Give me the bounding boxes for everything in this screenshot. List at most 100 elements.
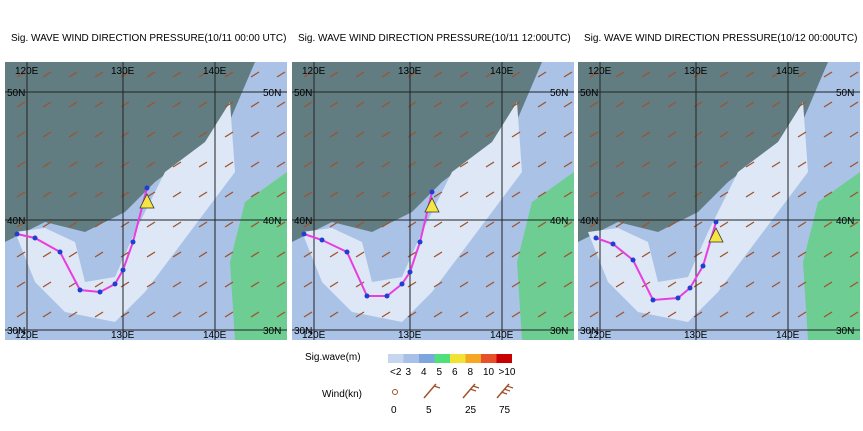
wind-barb <box>172 251 182 258</box>
wind-barb <box>641 191 651 198</box>
wind-barb <box>745 221 755 228</box>
legend-label: 25 <box>465 405 477 416</box>
wind-barb <box>485 101 495 108</box>
wind-barb <box>146 221 156 228</box>
wind-barb <box>381 281 391 288</box>
waypoint <box>700 263 706 269</box>
wind-barb <box>329 221 339 228</box>
wind-barb <box>641 311 651 318</box>
waypoint <box>417 239 423 245</box>
wind-barb <box>381 71 391 78</box>
sea-green <box>517 172 574 340</box>
legend-label: <2 <box>390 367 402 378</box>
wind-barb <box>511 251 521 258</box>
wind-barb <box>303 191 313 198</box>
wind-barb <box>433 221 443 228</box>
waypoint <box>344 249 350 255</box>
wind-barb <box>797 191 807 198</box>
wind-barb <box>719 161 729 168</box>
lon-label: 130E <box>398 330 422 341</box>
wind-barb <box>16 221 26 228</box>
wind-barb <box>42 281 52 288</box>
wind-barb <box>198 71 208 78</box>
waypoint <box>650 297 656 303</box>
wind-barb <box>433 71 443 78</box>
wind-barb <box>693 251 703 258</box>
wind-barb <box>693 221 703 228</box>
wind-barb <box>16 131 26 138</box>
waypoint <box>364 293 370 299</box>
legend-label: 4 <box>421 367 427 378</box>
wind-barb <box>641 101 651 108</box>
wind-barb <box>224 131 234 138</box>
legend-swatch <box>481 354 497 363</box>
lat-label: 30N <box>294 326 312 337</box>
waypoint <box>407 269 413 275</box>
wind-barb <box>224 251 234 258</box>
wind-barb <box>198 161 208 168</box>
wind-barb <box>589 221 599 228</box>
wind-barb <box>745 161 755 168</box>
wind-barb <box>433 101 443 108</box>
wind-barb <box>459 311 469 318</box>
wind-barb <box>693 131 703 138</box>
wind-barb <box>823 101 833 108</box>
wind-barb <box>68 131 78 138</box>
wind-barb <box>823 71 833 78</box>
waypoint <box>593 235 599 241</box>
wind-barb <box>94 311 104 318</box>
wind-barb <box>797 131 807 138</box>
wind-barb <box>667 101 677 108</box>
wind-barb <box>485 221 495 228</box>
lat-label: 40N <box>7 216 25 227</box>
wind-barb <box>511 161 521 168</box>
wind-barb <box>459 71 469 78</box>
wind-barb <box>615 311 625 318</box>
wind-barb <box>276 71 286 78</box>
wind-barb <box>16 71 26 78</box>
lon-label: 130E <box>111 66 135 77</box>
wind-barb <box>172 71 182 78</box>
legend-label: 6 <box>452 367 458 378</box>
legend-swatch <box>450 354 466 363</box>
wind-barb <box>42 191 52 198</box>
wind-barb <box>823 191 833 198</box>
wind-barb <box>641 251 651 258</box>
wind-barb <box>745 191 755 198</box>
wind-barb <box>198 311 208 318</box>
wind-barb <box>459 251 469 258</box>
legend-swatch <box>465 354 481 363</box>
wind-barb <box>329 101 339 108</box>
lat-label: 40N <box>263 216 281 227</box>
wind-barb <box>381 311 391 318</box>
wind-barb <box>68 251 78 258</box>
wind-barb <box>563 71 573 78</box>
wind-barb <box>797 71 807 78</box>
wind-barb <box>355 71 365 78</box>
wind-barb <box>94 221 104 228</box>
lat-label: 30N <box>263 326 281 337</box>
lon-label: 130E <box>684 330 708 341</box>
wind-barb <box>276 311 286 318</box>
wind-barb <box>94 191 104 198</box>
wind-barb <box>745 311 755 318</box>
wind-barb <box>849 161 859 168</box>
wind-barb <box>563 161 573 168</box>
wind-barb <box>224 161 234 168</box>
wind-barb <box>303 221 313 228</box>
wind-barb <box>667 131 677 138</box>
wind-barb <box>745 281 755 288</box>
lat-label: 50N <box>550 88 568 99</box>
panel-title: Sig. WAVE WIND DIRECTION PRESSURE(10/11 … <box>11 33 286 44</box>
wind-barb <box>849 101 859 108</box>
wind-barb <box>68 161 78 168</box>
wind-barb <box>355 311 365 318</box>
waypoint <box>32 235 38 241</box>
waypoint <box>384 293 390 299</box>
wind-barb <box>849 311 859 318</box>
wind-barb <box>250 221 260 228</box>
wind-barb <box>42 101 52 108</box>
wind-barb <box>537 101 547 108</box>
wind-barb <box>329 251 339 258</box>
panel-title: Sig. WAVE WIND DIRECTION PRESSURE(10/11 … <box>298 33 571 44</box>
